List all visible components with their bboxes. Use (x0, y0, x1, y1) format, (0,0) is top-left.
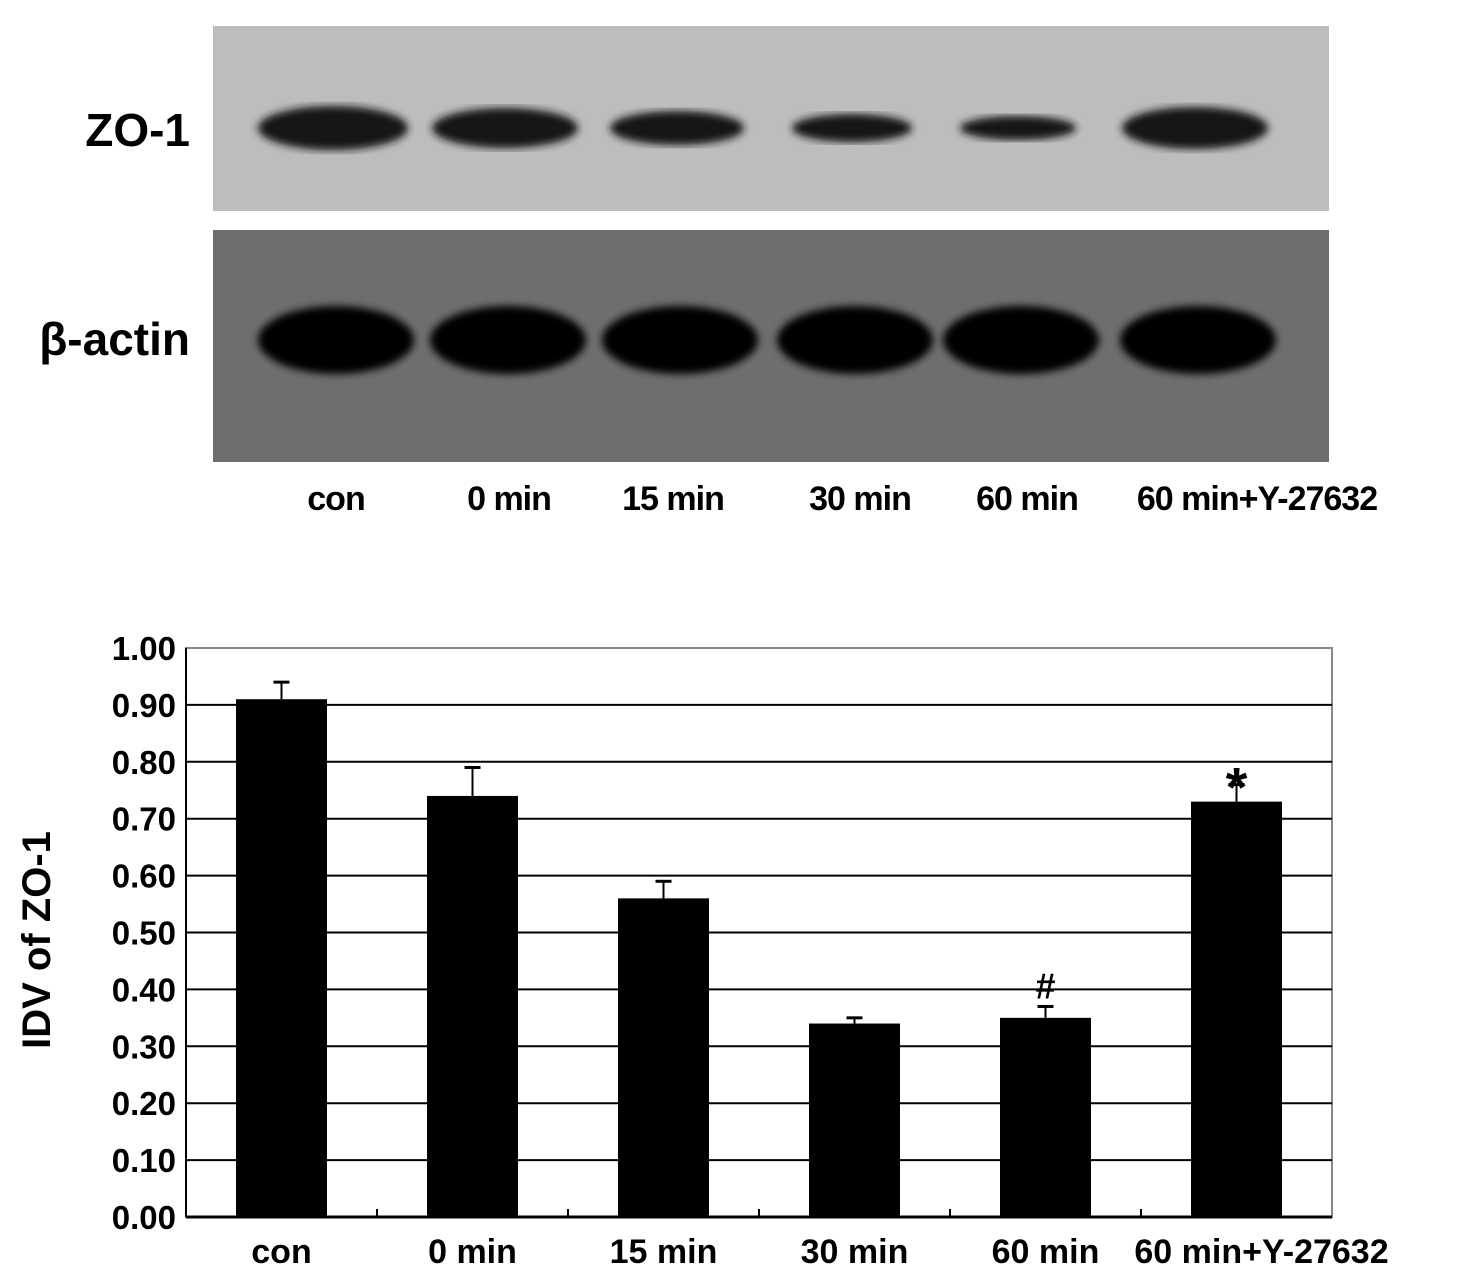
lane-label: 15 min (622, 480, 725, 518)
x-tick-label: con (251, 1233, 311, 1271)
bar-4 (1000, 1017, 1091, 1217)
actin-band (258, 306, 414, 374)
lane-label: 30 min (809, 480, 912, 518)
y-tick-label: 0.30 (112, 1028, 176, 1065)
y-axis-label: IDV of ZO-1 (15, 831, 59, 1049)
actin-band (602, 306, 758, 374)
x-tick-label: 30 min (801, 1233, 909, 1271)
y-tick-label: 0.20 (112, 1085, 176, 1122)
actin-band (430, 306, 586, 374)
y-tick-label: 0.60 (112, 858, 176, 895)
x-tick-label: 15 min (610, 1233, 718, 1271)
y-tick-label: 1.00 (112, 630, 176, 667)
x-tick-label: 0 min (428, 1233, 517, 1271)
zo1-band (1122, 107, 1268, 149)
y-tick-label: 0.00 (112, 1199, 176, 1236)
y-tick-label: 0.70 (112, 801, 176, 838)
blot-image (213, 26, 1329, 462)
lane-label: 60 min (976, 480, 1079, 518)
significance-marker: # (1035, 965, 1055, 1006)
x-tick-label: 60 min+Y-27632 (1134, 1233, 1388, 1271)
y-tick-label: 0.90 (112, 687, 176, 724)
actin-band (1120, 306, 1276, 374)
zo1-band (610, 111, 744, 145)
blot-label-zo1: ZO-1 (85, 104, 190, 156)
actin-band (943, 306, 1099, 374)
y-tick-label: 0.80 (112, 744, 176, 781)
bar-0 (236, 699, 327, 1217)
blot-label-actin: β-actin (39, 313, 190, 365)
actin-band (777, 306, 933, 374)
lane-label: 60 min+Y-27632 (1136, 480, 1378, 518)
zo1-band (432, 108, 578, 148)
x-tick-label: 60 min (992, 1233, 1100, 1271)
bar-5 (1191, 801, 1282, 1217)
y-tick-label: 0.10 (112, 1142, 176, 1179)
bar-2 (618, 898, 709, 1217)
zo1-band (258, 106, 408, 150)
zo1-band (960, 116, 1076, 140)
bar-1 (427, 795, 518, 1217)
lane-label: 0 min (467, 480, 552, 518)
lane-label: con (307, 480, 365, 518)
significance-marker: * (1226, 756, 1248, 819)
y-tick-label: 0.40 (112, 971, 176, 1008)
bar-3 (809, 1023, 900, 1217)
y-tick-label: 0.50 (112, 915, 176, 952)
zo1-band (792, 114, 912, 142)
